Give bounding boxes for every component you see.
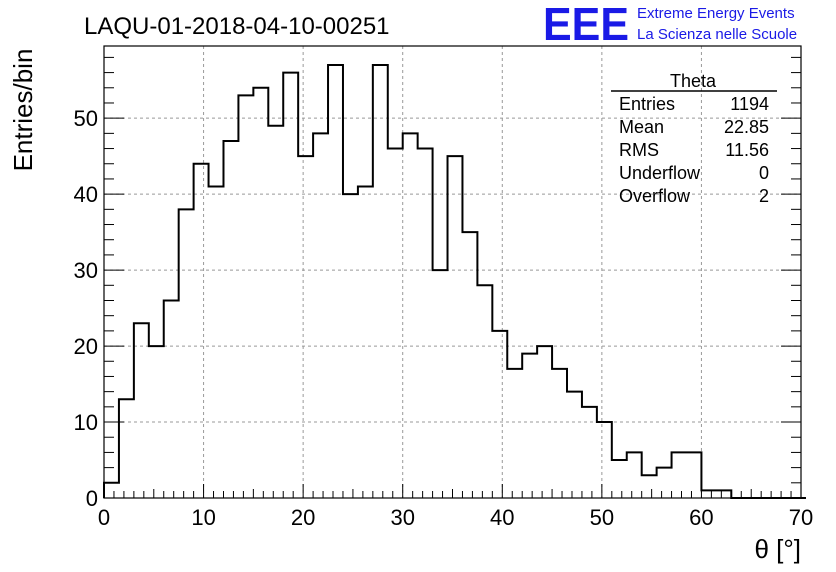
stats-row-value: 1194 (730, 94, 769, 114)
y-tick-label: 50 (74, 106, 98, 131)
histogram-bin (522, 354, 537, 498)
histogram-bin (433, 270, 448, 498)
histogram-bin (716, 490, 731, 498)
histogram-bin (582, 407, 597, 498)
histogram-bin (686, 452, 701, 498)
histogram-bin (253, 88, 268, 498)
histogram-bin (328, 65, 343, 498)
y-tick-label: 30 (74, 258, 98, 283)
histogram-bin (104, 483, 119, 498)
histogram-bin (179, 209, 194, 498)
histogram-bin (283, 73, 298, 498)
axis-ticks (103, 56, 802, 499)
x-tick-label: 60 (689, 505, 713, 530)
stats-row-label: RMS (619, 140, 659, 160)
histogram-bin (238, 95, 253, 498)
y-axis-label: Entries/bin (8, 49, 38, 172)
y-tick-label: 20 (74, 334, 98, 359)
histogram-bin (492, 331, 507, 498)
plot-frame (103, 45, 802, 499)
histogram-bin (552, 369, 567, 498)
histogram-bin (268, 126, 283, 498)
histogram-bin (149, 346, 164, 498)
stats-row-value: 2 (759, 186, 769, 206)
stats-title: Theta (670, 71, 717, 91)
y-tick-label: 10 (74, 410, 98, 435)
stats-row-value: 0 (759, 163, 769, 183)
y-tick-label: 0 (86, 486, 98, 511)
eee-logo: EEE Extreme Energy Events La Scienza nel… (543, 0, 797, 50)
histogram-bin (313, 133, 328, 498)
histogram-bin (657, 468, 672, 498)
stats-row-label: Underflow (619, 163, 701, 183)
stats-row-label: Overflow (619, 186, 691, 206)
stats-box: Theta Entries 1194 Mean 22.85 RMS 11.56 Underf… (611, 71, 777, 206)
grid (104, 46, 801, 498)
stats-row-value: 22.85 (724, 117, 769, 137)
histogram-bin (448, 156, 463, 498)
histogram-bin (642, 475, 657, 498)
histogram-bin (672, 452, 687, 498)
stats-row-label: Entries (619, 94, 675, 114)
y-tick-label: 40 (74, 182, 98, 207)
x-tick-label: 10 (191, 505, 215, 530)
logo-acronym: EEE (543, 0, 629, 50)
histogram-bin (119, 399, 134, 498)
histogram-bin (477, 285, 492, 498)
x-tick-label: 20 (291, 505, 315, 530)
histogram-bin (612, 460, 627, 498)
histogram-bin (209, 187, 224, 498)
histogram-bin (701, 490, 716, 498)
histogram-bin (567, 392, 582, 498)
x-tick-label: 30 (390, 505, 414, 530)
histogram-bin (388, 149, 403, 498)
x-tick-label: 40 (490, 505, 514, 530)
x-tick-label: 50 (590, 505, 614, 530)
histogram-bin (418, 149, 433, 498)
logo-line2: La Scienza nelle Scuole (637, 26, 797, 43)
histogram-bin (358, 187, 373, 498)
stats-row-value: 11.56 (725, 140, 769, 160)
histogram-bin (597, 422, 612, 498)
histogram-bin (194, 164, 209, 498)
histogram-bin (134, 323, 149, 498)
logo-line1: Extreme Energy Events (637, 5, 795, 22)
stats-row-label: Mean (619, 117, 664, 137)
histogram-bin (507, 369, 522, 498)
histogram-bin (298, 156, 313, 498)
histogram-bin (627, 452, 642, 498)
x-tick-label: 0 (98, 505, 110, 530)
histogram-outline (103, 63, 806, 499)
histogram-bin (164, 300, 179, 498)
chart-title: LAQU-01-2018-04-10-00251 (84, 13, 390, 40)
x-axis-label: θ [°] (754, 534, 801, 564)
histogram-bin (403, 133, 418, 498)
histogram-bin (373, 65, 388, 498)
histogram-bin (462, 232, 477, 498)
x-tick-label: 70 (789, 505, 813, 530)
